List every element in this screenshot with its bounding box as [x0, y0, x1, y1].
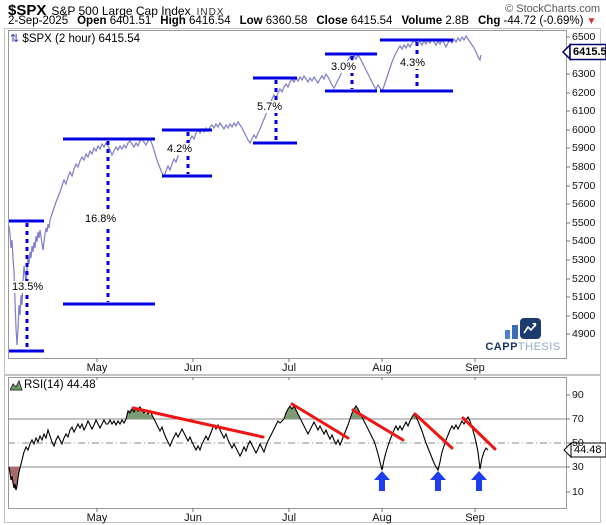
quote-value: 6360.58 [262, 15, 308, 27]
quote-label: Chg [478, 15, 501, 27]
y-axis-label: 6200 [572, 87, 596, 99]
cappthesis-logo: CAPPTHESIS [485, 317, 560, 353]
quote-row: 2-Sep-2025 Open 6401.51 High 6416.54 Low 63… [8, 15, 596, 27]
range-label-13-5: 13.5% [11, 281, 45, 293]
x-axis-month-label: May [86, 362, 108, 374]
rsi-y-axis-label: 10 [572, 486, 584, 498]
rsi-x-axis-month-label: Sep [465, 512, 485, 524]
range-label-4-2: 4.2% [166, 143, 194, 155]
quote-label: Volume [401, 15, 443, 27]
rsi-y-axis-label: 30 [572, 461, 584, 473]
chart-header: $SPX S&P 500 Large Cap Index INDX [8, 2, 224, 19]
range-label-5-7: 5.7% [256, 101, 284, 113]
logo-text-light: THESIS [517, 341, 561, 353]
rsi-y-axis-label: 50 [572, 437, 584, 449]
quote-value: 2.8B [442, 15, 469, 27]
rsi-box-pointer [563, 441, 572, 459]
rsi-overbought-fill [411, 414, 417, 419]
rsi-line [8, 404, 489, 491]
quote-date: 2-Sep-2025 [8, 15, 69, 27]
logo-text-bold: CAPP [485, 341, 518, 353]
logo-chart-square-icon [520, 318, 541, 339]
rsi-value-label: 44.48 [574, 444, 602, 456]
stockcharts-credit[interactable]: © StockCharts.com [505, 3, 600, 15]
exchange: INDX [196, 7, 225, 18]
rsi-x-axis-month-label: May [86, 512, 108, 524]
blue-up-arrow-icon [471, 471, 487, 491]
index-name: S&P 500 Large Cap Index [51, 4, 191, 18]
price-box [569, 43, 606, 61]
y-axis-label: 5000 [572, 310, 596, 322]
quote-value: -44.72 (-0.69%) [500, 15, 584, 27]
rsi-x-axis-month-label: Aug [372, 512, 392, 524]
quote-label: Close [316, 15, 348, 27]
y-axis-label: 5200 [572, 273, 596, 285]
blue-up-arrow-icon [430, 471, 446, 491]
rsi-red-trendline [131, 406, 265, 439]
y-axis-label: 5600 [572, 198, 596, 210]
rsi-x-axis-month-label: Jul [281, 512, 297, 524]
quote-value: 6401.51 [106, 15, 152, 27]
y-axis-label: 5400 [572, 235, 596, 247]
down-triangle-icon: ▼ [586, 16, 597, 27]
y-axis-label: 5700 [572, 180, 596, 192]
y-axis-label: 6100 [572, 105, 596, 117]
rsi-legend-text: RSI(14) 44.48 [24, 379, 96, 391]
quote-label: High [160, 15, 186, 27]
main-plot-border [8, 30, 567, 359]
last-price-label: 6415.5 [573, 46, 606, 58]
logo-wordmark: CAPPTHESIS [485, 341, 560, 353]
rsi-oversold-fill [9, 467, 20, 490]
rsi-legend: RSI(14) 44.48 [24, 379, 96, 391]
blue-up-arrow-icon [374, 471, 390, 491]
quote-label: Open [77, 15, 107, 27]
rsi-indicator-icon[interactable] [10, 380, 23, 391]
range-label-3-0: 3.0% [330, 61, 358, 73]
x-axis-month-label: Sep [465, 362, 485, 374]
y-axis-label: 5100 [572, 291, 596, 303]
y-axis-label: 6500 [572, 31, 596, 43]
quote-value: 6416.54 [185, 15, 231, 27]
main-legend-text: $SPX (2 hour) 6415.54 [22, 33, 141, 45]
x-axis-month-label: Jul [281, 362, 297, 374]
quote-value: 6415.54 [347, 15, 393, 27]
logo-bar-tall-icon [512, 325, 518, 339]
y-axis-label: 5500 [572, 217, 596, 229]
main-chart-legend: ⇅ $SPX (2 hour) 6415.54 [10, 32, 140, 45]
y-axis-label: 5300 [572, 254, 596, 266]
y-axis-label: 4900 [572, 328, 596, 340]
quote-values: Open 6401.51 High 6416.54 Low 6360.58 Close… [68, 15, 583, 27]
symbol: $SPX [8, 2, 47, 19]
rsi-red-trendline [290, 402, 350, 440]
quote-label: Low [239, 15, 263, 27]
rsi-value-box [570, 442, 606, 458]
logo-icon [505, 317, 541, 339]
y-axis-label: 5900 [572, 142, 596, 154]
rsi-block-frame [4, 375, 601, 523]
range-label-16-8: 16.8% [84, 213, 118, 225]
y-axis-label: 6000 [572, 124, 596, 136]
x-axis-month-label: Aug [372, 362, 392, 374]
y-axis-label: 5800 [572, 161, 596, 173]
rsi-red-trendline [413, 412, 454, 450]
price-line [8, 34, 482, 346]
rsi-red-trendline [351, 408, 405, 442]
range-label-4-3: 4.3% [399, 57, 427, 69]
price-style-icon[interactable]: ⇅ [10, 33, 20, 45]
x-axis-month-label: Jun [184, 362, 202, 374]
rsi-red-trendline [461, 416, 497, 451]
rsi-y-axis-label: 70 [572, 413, 584, 425]
logo-bar-small-icon [505, 330, 510, 339]
rsi-x-axis-month-label: Jun [184, 512, 202, 524]
y-axis-label: 6300 [572, 68, 596, 80]
main-block-frame [4, 28, 601, 375]
rsi-y-axis-label: 90 [572, 389, 584, 401]
